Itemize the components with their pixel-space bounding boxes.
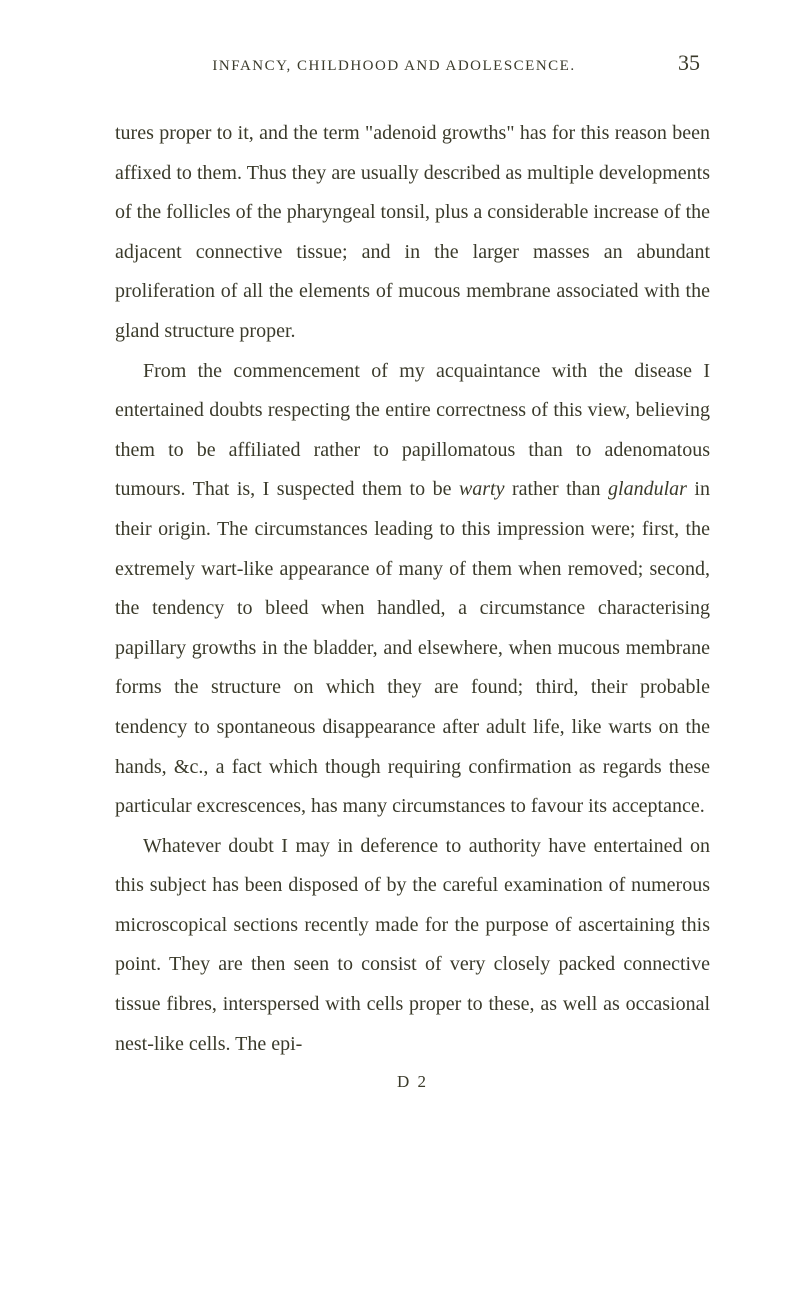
paragraph-2-text-3: in their origin. The circumstances leadi…	[115, 478, 710, 817]
paragraph-3: Whatever doubt I may in deference to aut…	[115, 827, 710, 1065]
page-header: INFANCY, CHILDHOOD AND ADOLESCENCE. 35	[115, 50, 710, 76]
body-text: tures proper to it, and the term "adenoi…	[115, 114, 710, 1064]
running-title: INFANCY, CHILDHOOD AND ADOLESCENCE.	[125, 58, 663, 75]
page-number: 35	[678, 50, 700, 76]
italic-glandular: glandular	[608, 478, 687, 500]
paragraph-1: tures proper to it, and the term "adenoi…	[115, 114, 710, 352]
paragraph-2: From the commencement of my acquaintance…	[115, 352, 710, 827]
italic-warty: warty	[459, 478, 505, 500]
page-signature: D 2	[115, 1072, 710, 1092]
paragraph-2-text-2: rather than	[505, 478, 609, 500]
